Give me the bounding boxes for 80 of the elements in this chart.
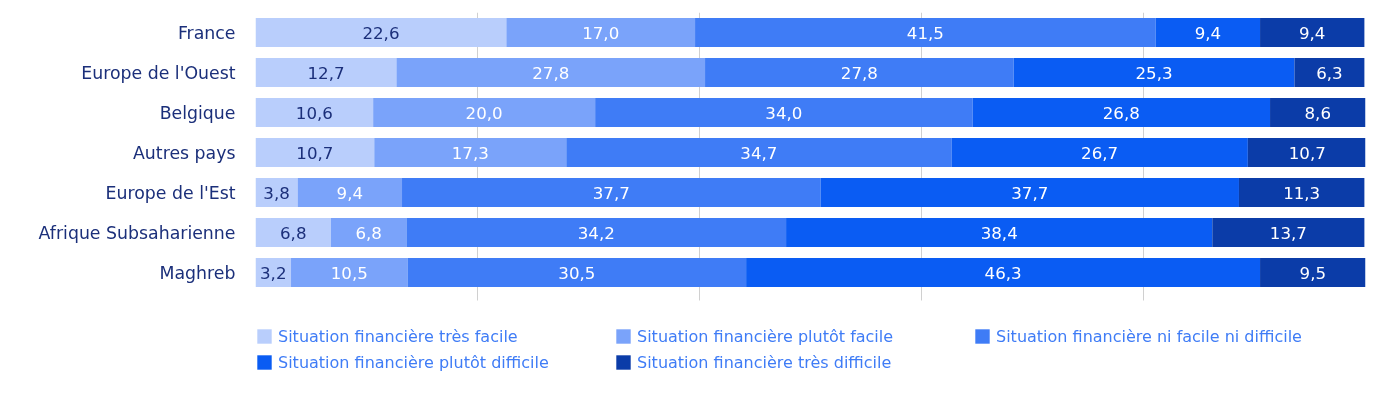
data-label: 34,0 [765, 103, 803, 123]
bar [255, 58, 397, 87]
data-label: 34,2 [577, 223, 615, 243]
legend-label: Situation financière plutôt facile [637, 326, 895, 346]
bar [297, 178, 403, 207]
y-tick-label: Afrique Subsaharienne [38, 222, 236, 243]
y-tick-label: Belgique [159, 102, 236, 123]
bar [786, 218, 1213, 247]
bar [1212, 218, 1365, 247]
bar [255, 98, 374, 127]
bar [255, 218, 331, 247]
bar [255, 138, 375, 167]
bar [1013, 58, 1295, 87]
bar [566, 138, 952, 167]
data-label: 9,4 [336, 183, 364, 203]
legend-label: Situation financière ni facile ni difficile [996, 326, 1303, 346]
bar [1260, 258, 1366, 287]
bar [1270, 98, 1366, 127]
bar [374, 138, 567, 167]
bar [1260, 18, 1365, 47]
legend-label: Situation financière plutôt difficile [278, 352, 550, 372]
bar [255, 18, 507, 47]
data-label: 3,2 [260, 263, 287, 283]
data-label: 41,5 [906, 23, 944, 43]
data-label: 27,8 [532, 63, 570, 83]
bar [1247, 138, 1366, 167]
y-tick-label: France [177, 22, 236, 43]
legend-label: Situation financière très difficile [637, 352, 893, 372]
bar [396, 58, 706, 87]
data-label: 20,0 [465, 103, 503, 123]
bar [407, 258, 747, 287]
data-label: 26,7 [1081, 143, 1119, 163]
bar [373, 98, 596, 127]
data-label: 27,8 [840, 63, 878, 83]
data-label: 11,3 [1283, 183, 1321, 203]
y-tick-label: Europe de l'Ouest [81, 62, 236, 83]
bar [972, 98, 1271, 127]
data-label: 17,3 [451, 143, 489, 163]
data-label: 10,5 [330, 263, 368, 283]
data-label: 26,8 [1102, 103, 1140, 123]
bar [330, 218, 407, 247]
data-label: 9,4 [1194, 23, 1222, 43]
data-label: 37,7 [1011, 183, 1049, 203]
bar [695, 18, 1156, 47]
data-label: 30,5 [558, 263, 596, 283]
data-label: 10,6 [295, 103, 333, 123]
data-label: 6,8 [355, 223, 382, 243]
data-label: 34,7 [740, 143, 778, 163]
bar [746, 258, 1261, 287]
data-label: 9,4 [1298, 23, 1326, 43]
bar [1294, 58, 1365, 87]
data-label: 8,6 [1304, 103, 1332, 123]
data-label: 13,7 [1269, 223, 1307, 243]
data-label: 6,8 [280, 223, 307, 243]
y-tick-label: Autres pays [133, 142, 236, 163]
data-label: 22,6 [362, 23, 400, 43]
bar [951, 138, 1248, 167]
data-label: 17,0 [582, 23, 620, 43]
legend-label: Situation financière très facile [278, 326, 519, 346]
bar [402, 178, 821, 207]
data-label: 37,7 [592, 183, 630, 203]
y-tick-label: Europe de l'Est [105, 182, 236, 203]
data-label: 25,3 [1135, 63, 1173, 83]
bar [406, 218, 787, 247]
y-tick-label: Maghreb [159, 262, 236, 283]
data-label: 9,5 [1299, 263, 1327, 283]
data-label: 38,4 [980, 223, 1018, 243]
data-label: 6,3 [1316, 63, 1343, 83]
bar [1238, 178, 1365, 207]
data-label: 46,3 [984, 263, 1022, 283]
bar [820, 178, 1239, 207]
bar [506, 18, 696, 47]
data-label: 12,7 [307, 63, 345, 83]
bar [705, 58, 1014, 87]
data-label: 3,8 [263, 183, 290, 203]
bar [595, 98, 973, 127]
data-label: 10,7 [296, 143, 334, 163]
bar [1155, 18, 1261, 47]
data-label: 10,7 [1288, 143, 1326, 163]
bar [291, 258, 408, 287]
